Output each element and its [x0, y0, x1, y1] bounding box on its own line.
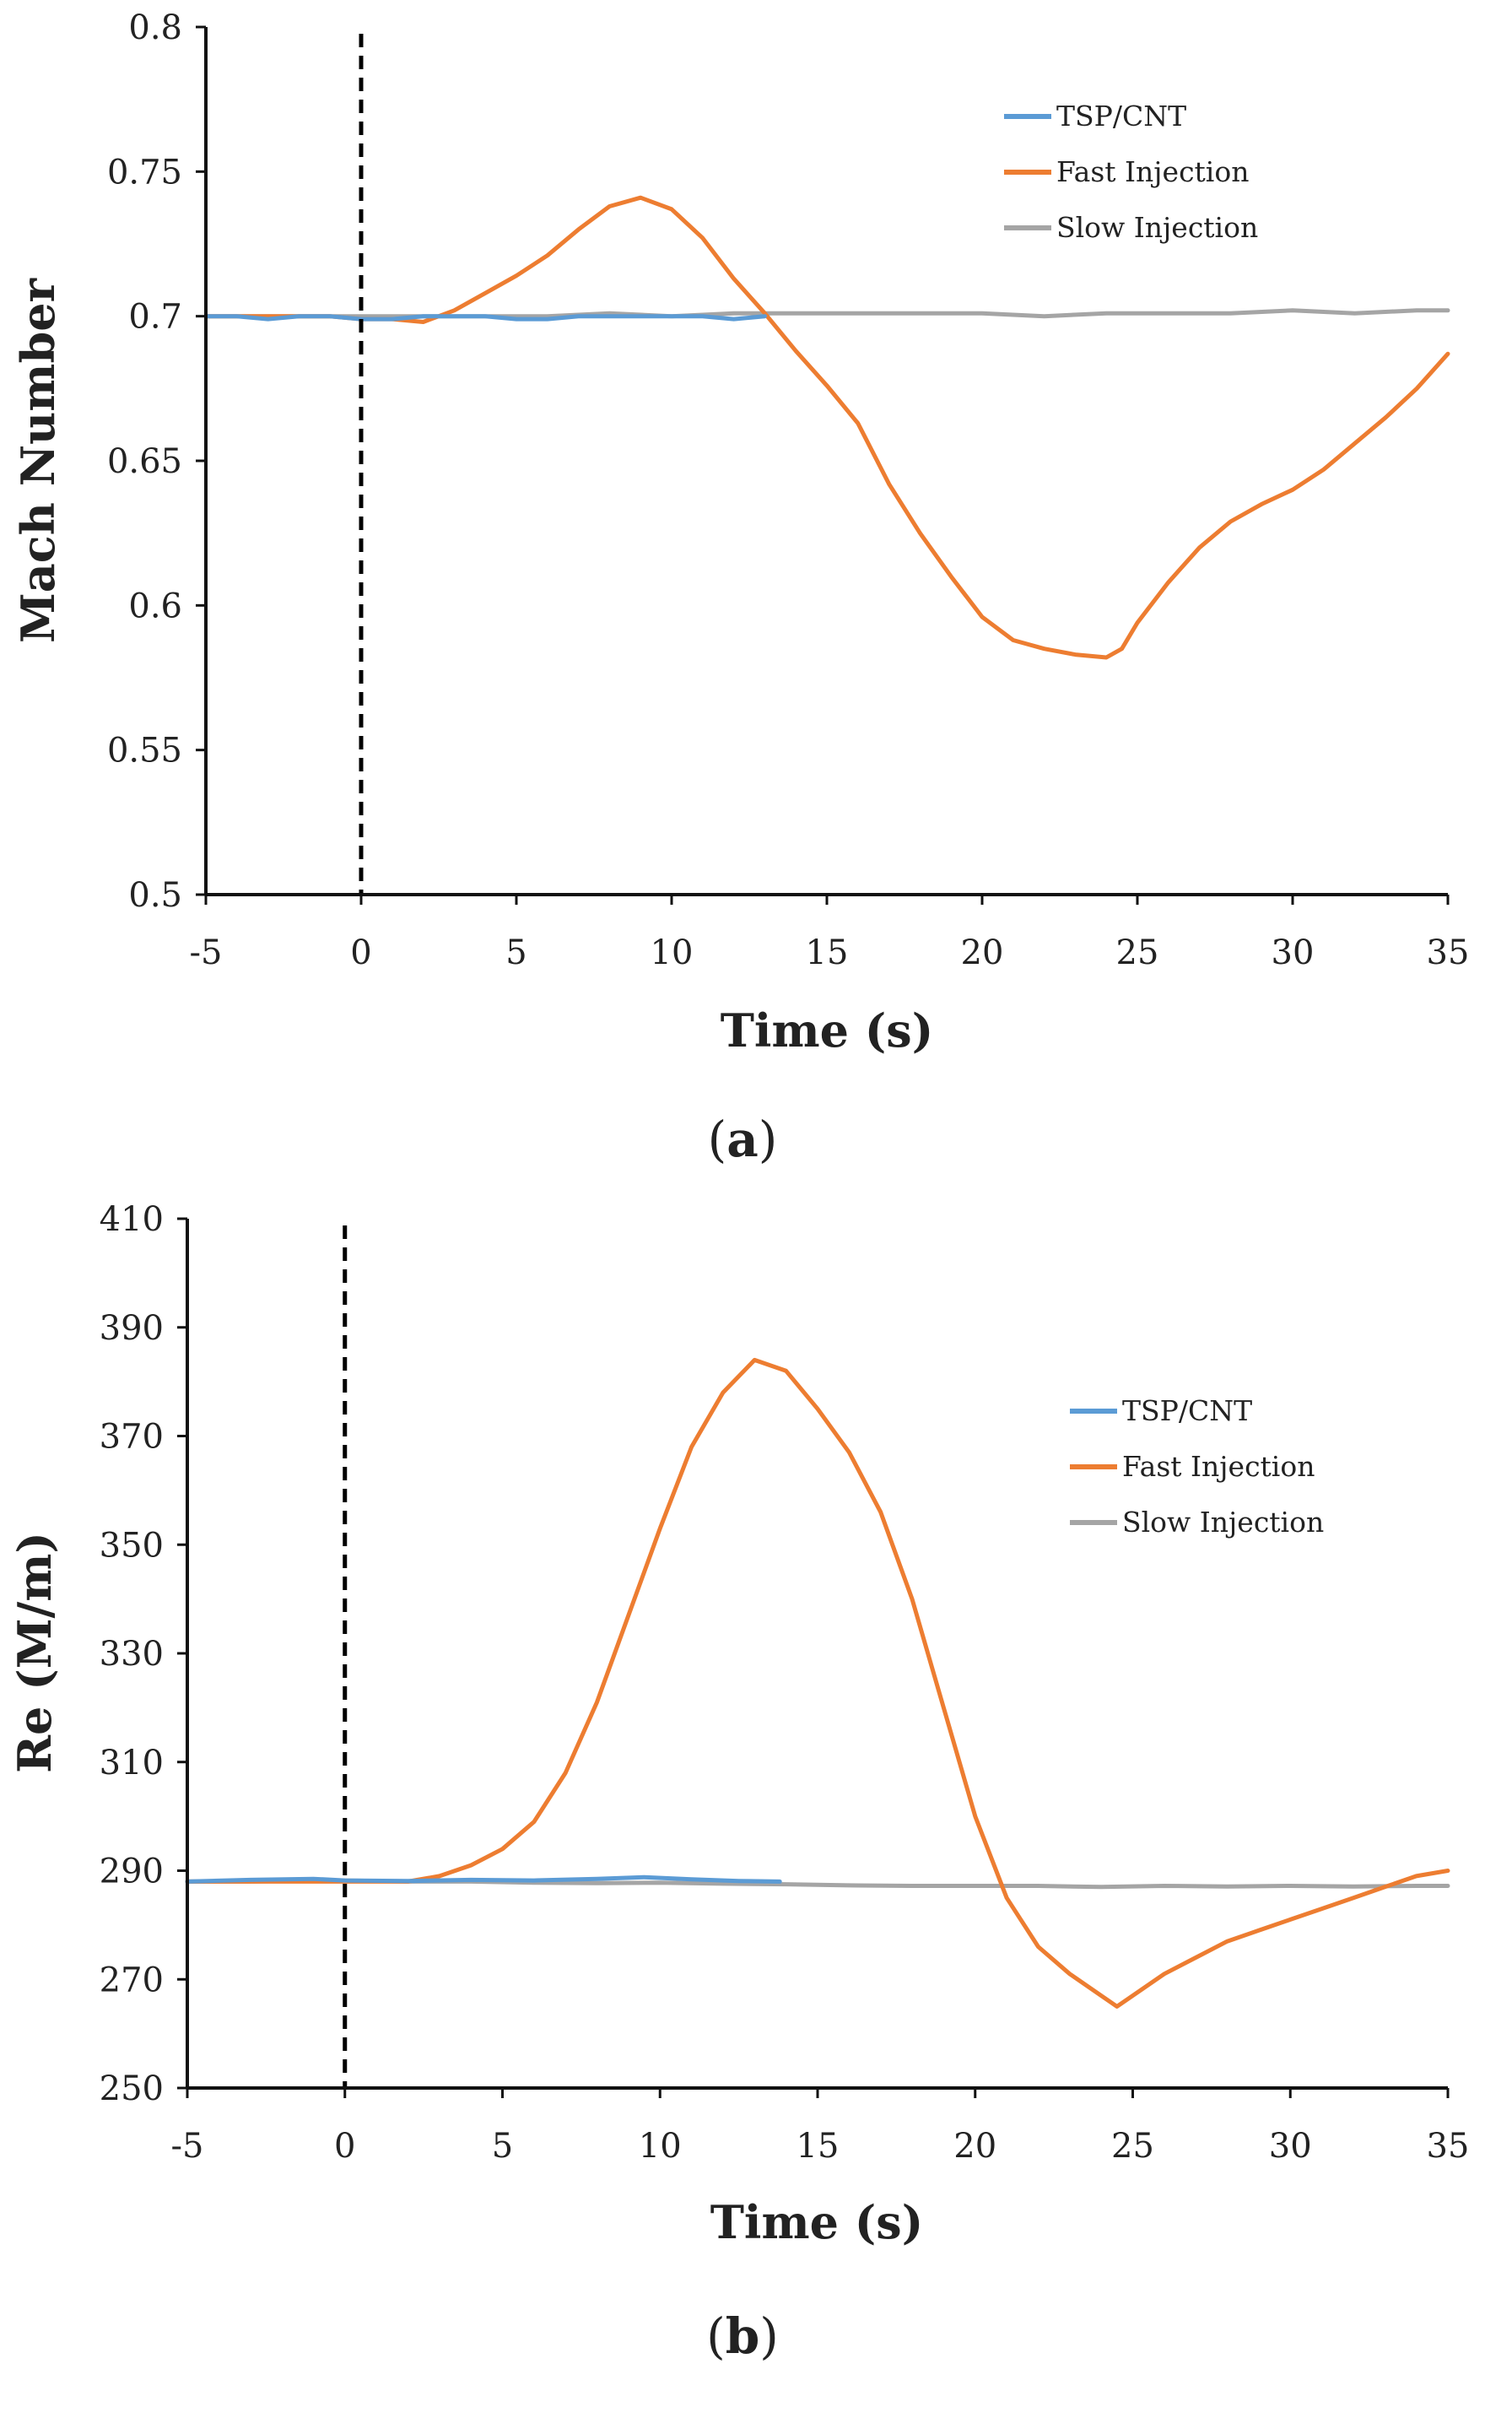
panel-b-y-tick-label: 390: [100, 1309, 164, 1348]
panel-b-series-group: [185, 1357, 1450, 2009]
panel-b-legend-label: Slow Injection: [1122, 1506, 1324, 1539]
panel-a-x-tick-label: 30: [1272, 933, 1315, 972]
panel-b-y-tick-label: 370: [100, 1418, 164, 1457]
panel-a-x-tick-label: 10: [651, 933, 694, 972]
panel-b-y-tick-label: 290: [100, 1853, 164, 1891]
panel-a-caption: (a): [708, 1111, 778, 1168]
panel-a-x-tick-label: 15: [806, 933, 849, 972]
panel-b-x-tick-label: 25: [1111, 2127, 1154, 2166]
panel-a-y-ticks: 0.5 0.55 0.6 0.65 0.7 0.75 0.8: [107, 8, 206, 915]
panel-b-y-tick-label: 250: [100, 2069, 164, 2108]
panel-b-x-tick-label: 15: [796, 2127, 840, 2166]
panel-a-series-line-slow-injection: [203, 308, 1450, 319]
panel-a-legend-label: Fast Injection: [1056, 155, 1250, 188]
panel-b-y-tick-label: 330: [100, 1635, 164, 1674]
panel-b-x-tick-label: 5: [492, 2127, 513, 2166]
panel-a-chart: 0.5 0.55 0.6 0.65 0.7 0.75 0.8 -5 0 5 10 15 20 25 30 3…: [11, 8, 1469, 1168]
panel-b-chart: 250 270 290 310 330 350 370 390 410 -5 0 5 10 15 20 25…: [8, 1200, 1469, 2365]
panel-b-x-tick-label: 20: [953, 2127, 996, 2166]
panel-a-caption-letter: a: [726, 1111, 759, 1168]
panel-a-x-axis-title: Time (s): [721, 1003, 934, 1058]
panel-b-x-tick-label: 10: [639, 2127, 682, 2166]
panel-a-y-axis-title: Mach Number: [11, 278, 65, 643]
panel-b-x-tick-label: -5: [171, 2127, 204, 2166]
panel-a-legend: TSP/CNT Fast Injection Slow Injection: [1004, 100, 1258, 244]
panel-a-x-tick-label: 35: [1427, 933, 1470, 972]
panel-a-y-tick-label: 0.75: [107, 153, 182, 192]
panel-a-series-line-fast-injection: [203, 195, 1450, 660]
panel-a-x-tick-label: 25: [1116, 933, 1159, 972]
panel-a-legend-label: TSP/CNT: [1056, 100, 1186, 133]
panel-b-y-tick-label: 410: [100, 1200, 164, 1239]
panel-b-series-line-fast-injection: [185, 1357, 1450, 2009]
panel-b-x-tick-label: 30: [1269, 2127, 1312, 2166]
panel-b-x-ticks: -5 0 5 10 15 20 25 30 35: [171, 2088, 1470, 2166]
panel-a-y-tick-label: 0.7: [128, 298, 182, 337]
panel-b-caption: (b): [706, 2307, 779, 2365]
panel-a-legend-label: Slow Injection: [1056, 211, 1258, 244]
panel-a-x-tick-label: 0: [350, 933, 371, 972]
panel-a-x-tick-label: 20: [961, 933, 1004, 972]
panel-b-y-axis-title: Re (M/m): [8, 1532, 62, 1773]
panel-b-caption-letter: b: [726, 2307, 760, 2365]
panel-b-legend-label: TSP/CNT: [1122, 1394, 1252, 1427]
panel-b-x-axis-title: Time (s): [710, 2195, 924, 2249]
panel-b-legend: TSP/CNT Fast Injection Slow Injection: [1070, 1394, 1324, 1539]
panel-b-y-tick-label: 270: [100, 1961, 164, 1999]
panel-a-y-tick-label: 0.65: [107, 442, 182, 481]
panel-b-x-tick-label: 35: [1427, 2127, 1470, 2166]
panel-a-series-group: [203, 195, 1450, 660]
panel-b-x-tick-label: 0: [334, 2127, 355, 2166]
panel-b-legend-label: Fast Injection: [1122, 1450, 1315, 1483]
panel-a-y-tick-label: 0.8: [128, 8, 182, 47]
panel-b-y-tick-label: 350: [100, 1526, 164, 1565]
panel-a-series-line-tsp-cnt: [203, 314, 767, 322]
panel-a-x-tick-label: -5: [190, 933, 223, 972]
panel-a-y-tick-label: 0.6: [128, 587, 182, 625]
panel-a-x-ticks: -5 0 5 10 15 20 25 30 35: [190, 895, 1470, 972]
panel-b-y-ticks: 250 270 290 310 330 350 370 390 410: [100, 1200, 187, 2108]
panel-b-y-tick-label: 310: [100, 1744, 164, 1782]
panel-a-y-tick-label: 0.5: [128, 876, 182, 915]
panel-a-y-tick-label: 0.55: [107, 732, 182, 771]
panel-a-x-tick-label: 5: [505, 933, 526, 972]
panel-b-series-line-tsp-cnt: [185, 1874, 782, 1884]
